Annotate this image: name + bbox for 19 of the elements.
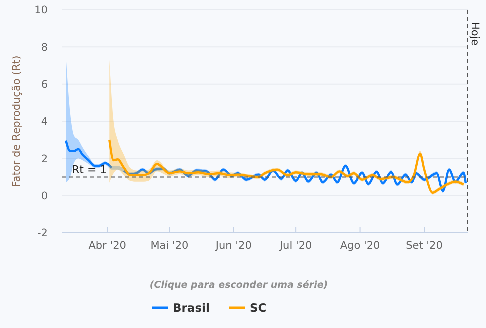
- y-axis-title: Fator de Reprodução (Rt): [11, 56, 23, 188]
- y-tick-label: 0: [41, 190, 48, 203]
- y-tick-label: -2: [38, 228, 48, 240]
- y-tick-label: 2: [41, 153, 48, 166]
- x-tick-label: Abr '20: [88, 240, 126, 252]
- y-tick-label: 10: [34, 4, 48, 17]
- legend-label: Brasil: [173, 301, 210, 316]
- x-tick-label: Set '20: [406, 240, 443, 252]
- ref-line-label: Hoje: [469, 22, 481, 46]
- y-tick-label: 4: [41, 116, 48, 128]
- y-tick-label: 6: [41, 79, 48, 92]
- x-tick-label: Jul '20: [278, 240, 312, 252]
- x-tick-label: Mai '20: [150, 240, 189, 252]
- legend-label: SC: [250, 301, 267, 316]
- text: (Clique para esconder uma série): [150, 280, 328, 291]
- x-tick-label: Ago '20: [340, 240, 380, 252]
- x-tick-label: Jun '20: [214, 240, 252, 252]
- y-tick-label: 8: [41, 42, 48, 54]
- ref-line-label: Rt = 1: [72, 163, 108, 176]
